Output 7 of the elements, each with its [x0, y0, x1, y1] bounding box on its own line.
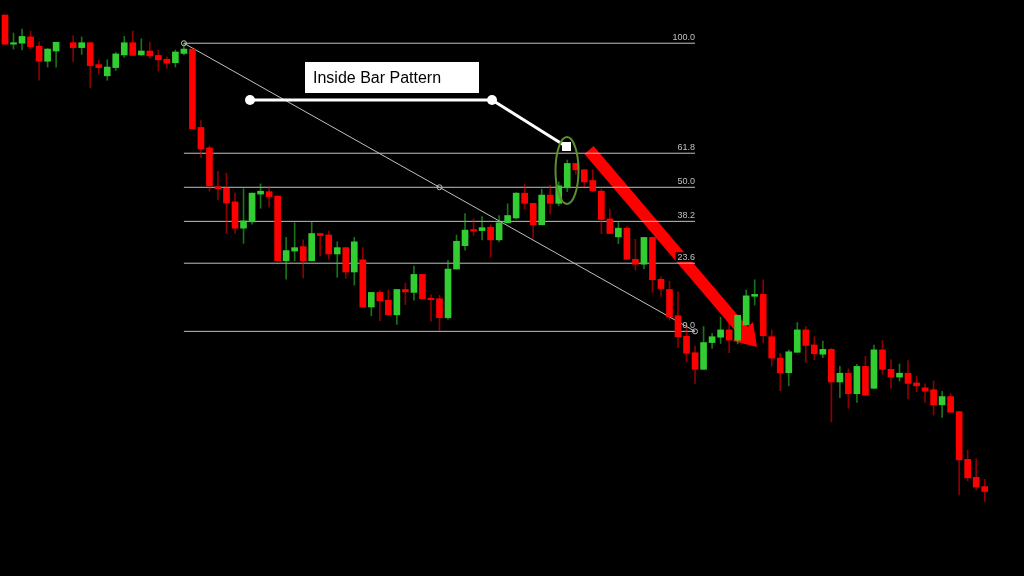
annotation: 100.0 — [672, 31, 696, 42]
annotation: 61.8 — [677, 141, 696, 152]
annotation: 38.2 — [677, 209, 696, 220]
annotation: 23.6 — [677, 251, 696, 262]
annotation: Inside Bar Pattern — [305, 62, 479, 93]
annotation: 0.0 — [682, 319, 696, 330]
annotation: 50.0 — [677, 175, 696, 186]
